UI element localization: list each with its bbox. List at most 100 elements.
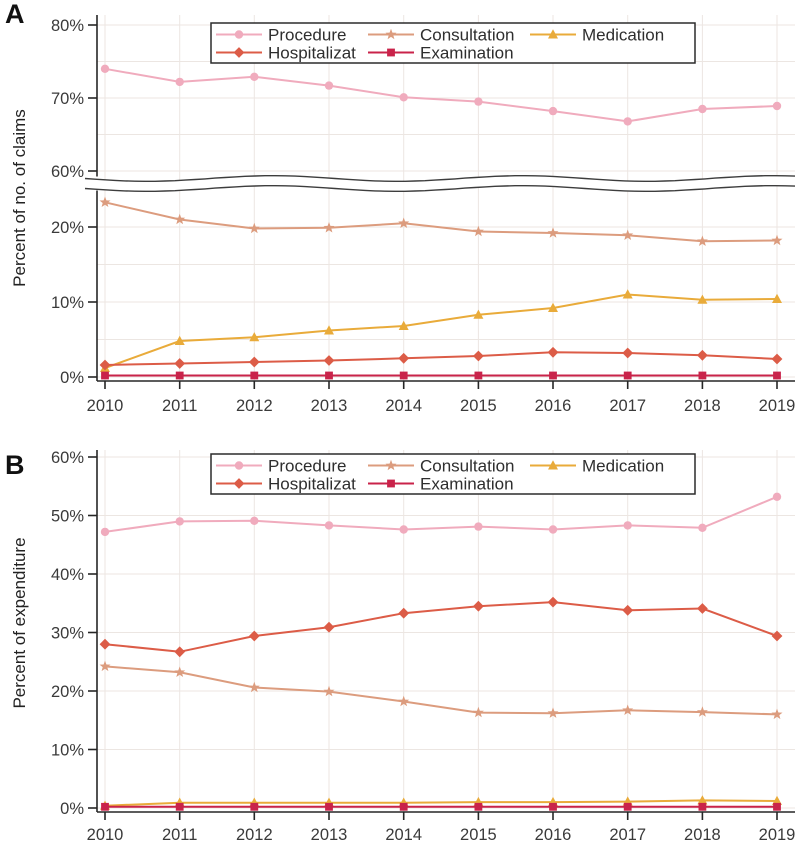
series-examination <box>101 802 781 811</box>
series-line <box>104 201 778 243</box>
diamond-marker <box>99 638 111 650</box>
axis-break-wave-upper <box>84 175 796 182</box>
star-marker <box>472 706 484 718</box>
y-tick-label: 0% <box>60 369 84 387</box>
star-marker <box>248 222 260 234</box>
axis-break-wave-lower <box>84 185 796 192</box>
circle-marker <box>698 104 707 114</box>
x-tick-label: 2016 <box>535 826 572 844</box>
circle-marker <box>324 521 334 530</box>
diamond-marker <box>473 600 484 612</box>
star-marker <box>472 225 484 237</box>
triangle-marker <box>548 29 558 39</box>
square-marker <box>250 802 259 811</box>
y-tick-label: 60% <box>51 163 84 181</box>
legend: Procedure Consultation Medication Hospitali… <box>210 22 696 64</box>
star-marker <box>99 660 111 672</box>
panel-b: 60% 50% 40% 30% 20% 10% 0%2010 2011 2012 2013 2014… <box>51 449 795 844</box>
diamond-marker <box>323 355 335 366</box>
square-marker <box>399 371 408 380</box>
legend: Procedure Consultation Medication Hospitali… <box>210 453 696 495</box>
legend-label: Examination <box>420 475 514 494</box>
square-marker <box>474 371 483 380</box>
square-marker <box>175 802 184 811</box>
circle-marker <box>250 516 259 525</box>
star-marker <box>547 707 559 718</box>
diamond-marker <box>174 358 186 369</box>
series-examination <box>101 371 781 380</box>
square-marker <box>698 802 707 811</box>
panel-a-label: A <box>5 0 25 29</box>
square-marker <box>325 802 333 811</box>
triangle-marker <box>548 460 558 470</box>
circle-marker <box>234 30 244 39</box>
series-hospitalizat <box>99 346 783 371</box>
square-marker <box>773 371 781 380</box>
x-tick-label: 2014 <box>385 397 422 415</box>
star-marker <box>771 234 783 246</box>
x-tick-label: 2018 <box>684 397 721 415</box>
star-marker <box>398 217 410 228</box>
triangle-marker <box>398 320 409 330</box>
square-marker <box>101 371 109 380</box>
square-marker <box>250 371 259 380</box>
y-tick-label: 20% <box>51 683 84 701</box>
panel-b-label: B <box>5 450 25 480</box>
series-line <box>104 601 778 653</box>
circle-marker <box>234 461 244 470</box>
diamond-marker <box>547 346 559 358</box>
legend-label: Consultation <box>420 26 515 45</box>
circle-marker <box>698 523 707 532</box>
diamond-marker <box>233 478 245 489</box>
diamond-marker <box>174 646 186 658</box>
series-procedure <box>100 492 782 537</box>
circle-marker <box>772 101 782 111</box>
star-marker <box>771 708 783 720</box>
legend-label: Examination <box>420 44 514 63</box>
square-marker <box>623 802 632 811</box>
circle-marker <box>250 72 259 82</box>
star-marker <box>99 196 111 207</box>
square-marker <box>387 479 395 488</box>
diamond-marker <box>622 347 634 359</box>
circle-marker <box>623 521 632 530</box>
circle-marker <box>548 525 558 534</box>
triangle-marker <box>697 795 708 805</box>
triangle-marker <box>324 325 334 335</box>
star-marker <box>398 695 410 707</box>
circle-marker <box>623 117 632 126</box>
x-tick-label: 2017 <box>609 397 646 415</box>
series-hospitalizat <box>99 596 783 658</box>
square-marker <box>325 371 333 380</box>
series-line <box>104 293 778 369</box>
diamond-marker <box>233 47 245 58</box>
triangle-marker <box>473 309 484 319</box>
x-tick-label: 2011 <box>162 826 197 844</box>
star-marker <box>323 685 335 697</box>
square-marker <box>175 371 184 380</box>
triangle-marker <box>548 302 558 312</box>
circle-marker <box>100 527 110 537</box>
diamond-marker <box>771 353 783 365</box>
triangle-marker <box>249 332 260 342</box>
axis-break-band <box>85 175 795 192</box>
x-tick-label: 2012 <box>236 397 273 415</box>
square-marker <box>101 802 109 811</box>
star-marker <box>385 28 397 40</box>
diamond-marker <box>547 596 559 608</box>
x-tick-label: 2016 <box>535 397 572 415</box>
legend-label: Medication <box>582 26 664 45</box>
square-marker <box>773 802 781 811</box>
diamond-marker <box>248 356 260 368</box>
star-marker <box>323 222 335 233</box>
diamond-marker <box>99 359 111 371</box>
triangle-marker <box>622 289 633 299</box>
y-tick-label: 60% <box>51 449 84 467</box>
diamond-marker <box>248 630 260 642</box>
panel-a: 80% 70% 60% 20% 10% 0%2010 2011 2012 2013 2014 201… <box>51 15 795 415</box>
circle-marker <box>772 492 782 501</box>
series-consultation <box>99 196 783 246</box>
legend-label: Hospitalizat <box>268 44 356 63</box>
